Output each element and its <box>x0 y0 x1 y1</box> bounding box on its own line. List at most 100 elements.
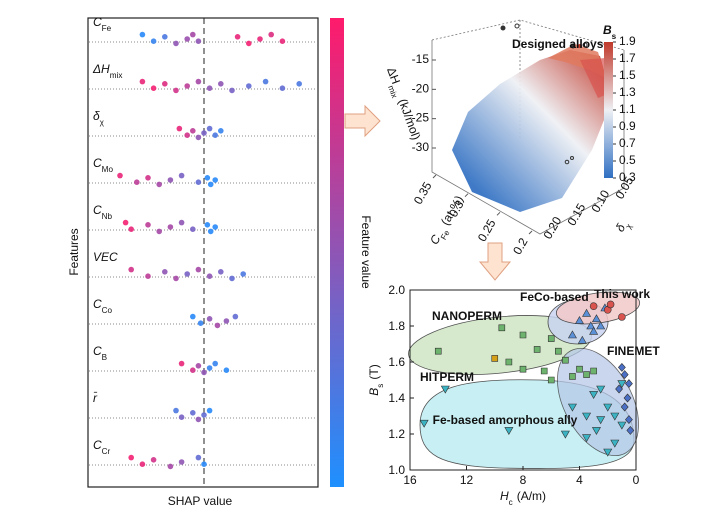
feature-label-part: δ <box>93 109 100 123</box>
shap-point <box>162 269 168 275</box>
point <box>625 379 633 389</box>
shap-point <box>117 172 123 179</box>
feature-label-part: Mo <box>102 165 114 174</box>
point <box>434 347 442 355</box>
y-tick-label: 0.20 <box>540 214 564 242</box>
point <box>618 313 626 321</box>
shap-point <box>218 269 224 275</box>
point <box>582 434 592 443</box>
surface <box>452 23 612 212</box>
point <box>582 308 592 317</box>
shap-point <box>218 81 224 87</box>
x-tick-label: 0.25 <box>475 217 499 245</box>
shap-point <box>262 78 269 85</box>
series-label: FeCo-based <box>520 290 589 304</box>
feature-label-part: ΔH <box>92 62 110 76</box>
feature-label-part: VEC <box>93 250 118 264</box>
shap-point <box>184 132 190 138</box>
shap-point <box>204 222 211 228</box>
bs-colorbar <box>604 42 613 178</box>
x-tick <box>496 211 501 216</box>
shap-point <box>139 31 146 38</box>
feature-label-part: C <box>93 297 102 311</box>
y-axis-label: Bs (T) <box>367 364 385 395</box>
feature-colorbar <box>330 18 344 487</box>
shap-point <box>190 367 196 374</box>
y-tick <box>617 189 622 194</box>
feature-label: CNb <box>93 203 113 221</box>
point <box>596 416 606 425</box>
shap-point <box>240 271 246 277</box>
shap-point <box>139 461 146 468</box>
z-axis-label-part: ΔH <box>384 66 403 86</box>
point <box>603 448 613 457</box>
series-label: NANOPERM <box>432 309 502 323</box>
shap-point <box>246 83 252 89</box>
shap-point <box>223 367 230 374</box>
annotation: Designed alloys <box>512 37 604 51</box>
point <box>574 315 585 324</box>
y-tick-label: 1.6 <box>388 355 405 369</box>
colorbar-label: Feature value <box>359 215 373 289</box>
feature-label-part: Fe <box>102 24 112 33</box>
shap-point <box>139 78 146 85</box>
point <box>533 346 541 353</box>
feature-label: r̄ <box>93 391 98 405</box>
feature-label: CCr <box>93 438 111 456</box>
shap-point <box>167 463 174 470</box>
shap-point <box>128 454 134 461</box>
shap-point <box>190 226 196 232</box>
point <box>591 314 601 323</box>
shap-point <box>173 407 179 414</box>
shap-point <box>214 322 221 329</box>
feature-label: CB <box>93 344 108 362</box>
feature-label: CCo <box>93 297 113 315</box>
shap-point <box>176 125 183 132</box>
colorbar-tick-label: 0.9 <box>619 119 636 133</box>
x-tick <box>432 174 437 179</box>
point <box>603 403 613 412</box>
x-axis-label: CFe(at.%) <box>427 193 469 249</box>
shap-point <box>178 360 185 367</box>
shap-point <box>195 416 202 423</box>
y-tick-label: 1.8 <box>388 319 405 333</box>
feature-label-part: C <box>93 156 102 170</box>
x-tick-label: 4 <box>576 473 583 487</box>
shap-point <box>128 226 134 232</box>
x-tick <box>528 230 533 235</box>
shap-point <box>197 320 204 327</box>
shap-point <box>195 454 202 461</box>
point <box>589 302 598 311</box>
shap-point <box>190 313 196 320</box>
shap-point <box>150 38 157 44</box>
shap-point <box>206 365 213 371</box>
shap-point <box>195 179 202 185</box>
shap-point <box>268 31 275 38</box>
z-tick-label: -20 <box>412 81 430 95</box>
point <box>610 439 620 448</box>
x-tick-label: 8 <box>520 473 527 487</box>
y-axis-label: δχ <box>613 217 634 236</box>
colorbar-label-part: s <box>612 32 617 41</box>
shap-point <box>232 313 239 320</box>
feature-label: ΔHmix <box>92 62 122 80</box>
point <box>617 380 627 389</box>
shap-point <box>173 275 179 282</box>
feature-label-part: C <box>93 203 102 217</box>
shap-point <box>145 273 151 280</box>
feature-label-part: C <box>93 344 102 358</box>
shap-point <box>212 177 218 183</box>
shap-point <box>212 224 218 230</box>
shap-point <box>206 125 213 132</box>
y-tick-label: 1.4 <box>388 391 405 405</box>
shap-point <box>195 363 202 369</box>
shap-point <box>206 85 213 91</box>
colorbar-tick-label: 1.5 <box>619 68 636 82</box>
shap-point <box>201 461 207 468</box>
shap-point <box>195 78 202 85</box>
feature-label-part: r̄ <box>93 391 98 405</box>
feature-label: VEC <box>93 250 118 264</box>
point <box>596 385 606 394</box>
y-axis-label-part: s <box>376 384 385 388</box>
x-tick-label: 0 <box>633 473 640 487</box>
